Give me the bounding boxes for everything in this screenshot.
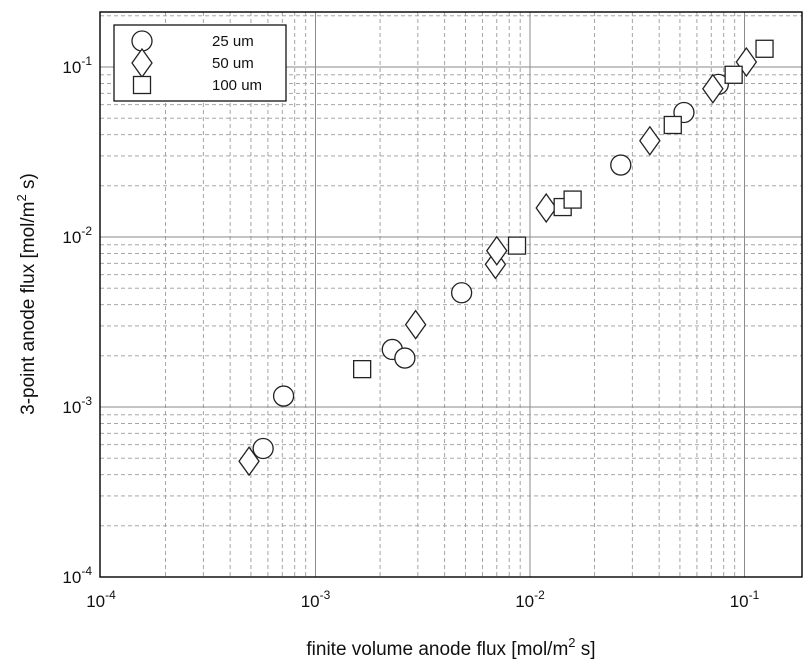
data-point-circle — [252, 437, 274, 460]
data-point-circle — [610, 154, 632, 176]
plot-frame — [99, 11, 803, 578]
legend-label: 100 um — [212, 77, 262, 94]
data-point-diamond — [735, 46, 758, 78]
data-point-diamond — [702, 73, 724, 104]
data-point-diamond — [535, 192, 558, 224]
x-tick-label: 10-2 — [515, 588, 545, 611]
legend-label: 25 um — [212, 33, 254, 50]
y-tick-label: 10-1 — [62, 54, 92, 77]
data-points — [238, 39, 774, 477]
data-point-square — [755, 39, 774, 58]
data-point-square — [663, 115, 682, 135]
data-point-diamond — [238, 446, 260, 477]
x-axis-label: finite volume anode flux [mol/m2 s] — [306, 635, 595, 660]
data-point-diamond — [485, 235, 508, 266]
data-point-square — [724, 65, 743, 84]
data-point-diamond — [639, 125, 661, 156]
y-tick-label: 10-2 — [62, 224, 92, 247]
y-tick-label: 10-4 — [62, 564, 92, 587]
legend: 25 um 50 um 100 um — [113, 24, 287, 102]
x-tick-label: 10-1 — [730, 588, 760, 611]
data-point-diamond — [404, 309, 427, 340]
data-point-square — [353, 359, 372, 379]
x-tick-label: 10-3 — [301, 588, 331, 611]
legend-marker-square — [132, 75, 152, 95]
data-point-circle — [272, 385, 295, 407]
data-point-circle — [394, 347, 416, 369]
data-point-square — [563, 190, 582, 209]
y-tick-label: 10-3 — [62, 394, 92, 417]
data-point-circle — [450, 282, 473, 304]
data-point-square — [507, 236, 527, 255]
x-tick-label: 10-4 — [86, 588, 116, 611]
y-axis-label: 3-point anode flux [mol/m2 s) — [14, 173, 39, 415]
legend-label: 50 um — [212, 55, 254, 72]
axis-ticks: 10-4 10-3 10-2 10-1 10-4 10-3 10-2 10-1 — [62, 54, 759, 611]
